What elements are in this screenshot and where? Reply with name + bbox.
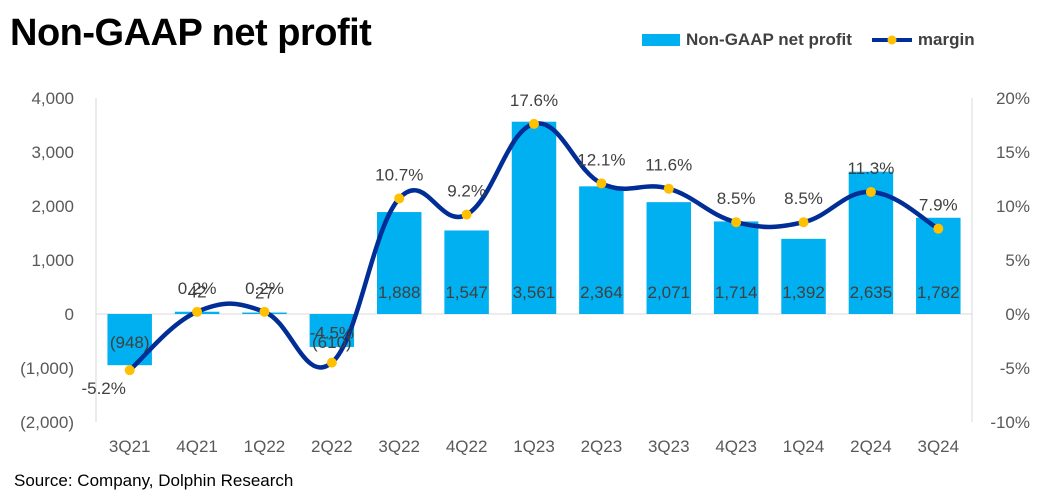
bar-value-label: 3,561 [513,283,556,302]
y-right-tick-label: 0% [1005,305,1030,324]
bar-value-label: 2,364 [580,283,623,302]
y-right-tick-label: -10% [990,413,1030,432]
bar [511,121,557,315]
margin-value-label: 0.2% [178,279,217,298]
legend: Non-GAAP net profit margin [642,30,993,50]
source-note: Source: Company, Dolphin Research [14,471,294,490]
y-right-tick-label: 15% [996,143,1030,162]
bar [646,202,692,314]
chart-title: Non-GAAP net profit [10,12,372,54]
bar-value-label: 2,635 [850,283,893,302]
margin-marker [259,306,270,317]
x-tick-label: 4Q21 [176,437,218,456]
x-tick-label: 3Q24 [918,437,960,456]
margin-marker [865,186,876,197]
y-left-tick-label: (1,000) [20,359,74,378]
bar-value-label: 1,392 [782,283,825,302]
bar-value-label: 42 [188,283,207,302]
bar-value-label: 1,714 [715,283,758,302]
margin-marker [124,365,135,376]
y-left-tick-label: 2,000 [31,197,74,216]
bar-value-label: 2,071 [647,283,690,302]
bar-value-label: 1,782 [917,283,960,302]
margin-value-label: 11.3% [847,159,894,178]
x-tick-label: 3Q22 [378,437,420,456]
margin-marker [394,193,405,204]
margin-value-label: 0.2% [245,279,284,298]
x-tick-label: 1Q23 [513,437,555,456]
y-left-tick-label: 3,000 [31,143,74,162]
legend-bar-swatch [642,34,680,46]
margin-value-label: 8.5% [784,189,823,208]
bar-value-label: (610) [312,333,352,352]
margin-value-label: 10.7% [375,165,423,184]
margin-value-label: -5.2% [81,379,125,398]
margin-marker [933,223,944,234]
x-tick-label: 4Q23 [715,437,757,456]
x-tick-label: 2Q23 [581,437,623,456]
margin-marker [326,357,337,368]
margin-marker [596,178,607,189]
y-left-tick-label: (2,000) [20,413,74,432]
legend-item-bar: Non-GAAP net profit [642,30,852,50]
legend-line-label: margin [917,30,975,49]
bar [781,238,826,314]
bar-value-label: 1,547 [445,283,488,302]
margin-value-label: 17.6% [510,91,558,110]
y-left-tick-label: 0 [65,305,74,324]
y-left-tick-label: 1,000 [31,251,74,270]
x-tick-label: 3Q23 [648,437,690,456]
margin-marker [731,217,742,228]
x-tick-label: 2Q24 [850,437,892,456]
x-tick-label: 2Q22 [311,437,353,456]
bar-value-label: 27 [255,284,274,303]
bar [916,217,961,314]
y-right-tick-label: 10% [996,197,1030,216]
margin-value-label: 9.2% [447,182,486,201]
legend-bar-label: Non-GAAP net profit [686,30,852,49]
y-left-tick-label: 4,000 [31,89,74,108]
bar [713,221,759,314]
x-tick-label: 3Q21 [109,437,151,456]
x-tick-label: 1Q22 [244,437,286,456]
margin-marker [192,306,203,317]
legend-item-line: margin [870,30,975,50]
x-tick-label: 4Q22 [446,437,488,456]
margin-marker [663,183,674,194]
margin-value-label: 8.5% [717,189,756,208]
margin-value-label: 11.6% [645,156,692,175]
y-right-tick-label: -5% [1000,359,1030,378]
bar [444,230,489,314]
margin-marker [529,118,539,129]
margin-value-label: 12.1% [577,150,625,169]
margin-value-label: -4.5% [310,324,354,343]
y-right-tick-label: 20% [996,89,1030,108]
margin-value-label: 7.9% [919,196,958,215]
bar [579,186,624,314]
bar-value-label: (948) [110,333,150,352]
legend-line-swatch [871,35,912,45]
bar-value-label: 1,888 [378,283,421,302]
y-right-tick-label: 5% [1005,251,1030,270]
x-tick-label: 1Q24 [783,437,825,456]
margin-marker [798,217,809,228]
margin-marker [461,209,472,220]
